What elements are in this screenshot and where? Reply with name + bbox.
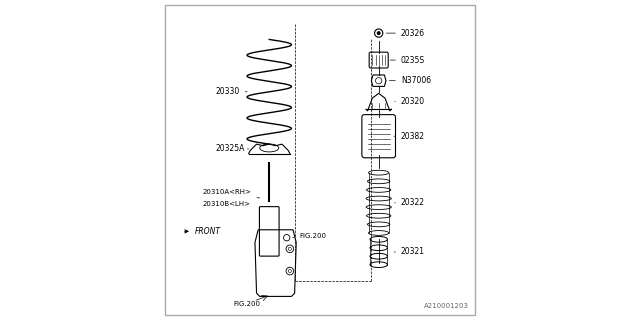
Text: 20326: 20326 (386, 28, 425, 38)
Circle shape (378, 32, 380, 34)
Text: 20322: 20322 (394, 198, 425, 207)
Text: 20320: 20320 (395, 97, 425, 106)
Text: 20321: 20321 (394, 247, 425, 257)
Text: 20330: 20330 (215, 87, 247, 96)
Text: FIG.200: FIG.200 (292, 233, 326, 239)
Text: FIG.200: FIG.200 (234, 301, 260, 307)
Text: A210001203: A210001203 (424, 303, 469, 309)
Text: 20382: 20382 (394, 132, 425, 141)
Text: 20310A<RH>: 20310A<RH> (203, 189, 260, 198)
Text: FRONT: FRONT (185, 227, 221, 236)
Text: N37006: N37006 (389, 76, 431, 85)
Text: 0235S: 0235S (390, 56, 425, 65)
Text: 20310B<LH>: 20310B<LH> (203, 201, 251, 207)
Text: 20325A: 20325A (215, 144, 248, 153)
